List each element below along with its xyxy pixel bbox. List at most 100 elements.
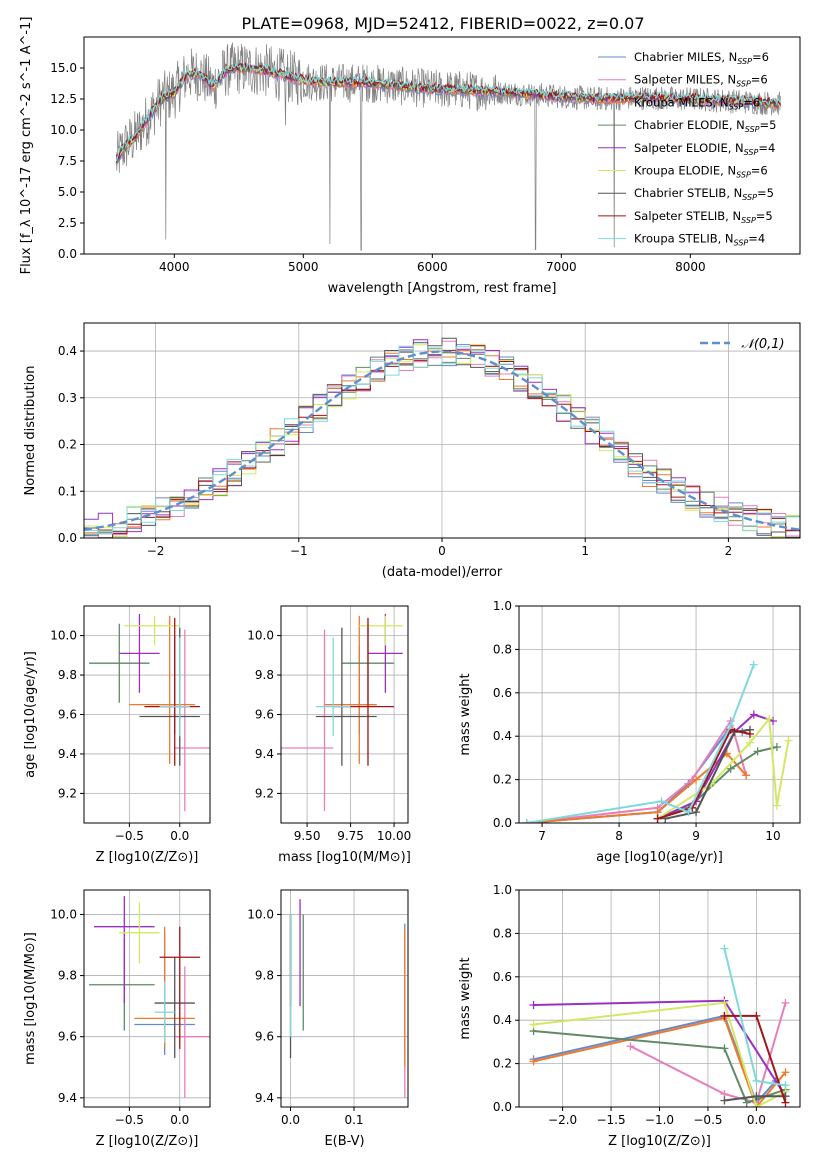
mass_weight_vs_Z-ytick-label: 0.4	[493, 1013, 512, 1027]
mass_vs_ebv-ytick-label: 10.0	[247, 907, 274, 921]
spectrum-ytick-label: 2.5	[58, 216, 77, 230]
mass_weight_vs_age-marker-8	[726, 721, 735, 730]
mass_weight_vs_age-marker-6	[692, 808, 701, 817]
residuals-ytick-label: 0.2	[58, 438, 77, 452]
residuals-ytick-label: 0.3	[58, 391, 77, 405]
mass_weight_vs_age-marker-7	[653, 814, 662, 823]
mass_weight_vs_age-marker-2	[692, 775, 701, 784]
mass_weight_vs_age-frame	[518, 605, 801, 824]
spectrum-xtick-label: 5000	[288, 260, 319, 274]
gaussian-legend-label: 𝒩(0,1)	[741, 337, 784, 352]
legend-label-3: Chabrier ELODIE, NSSP=5	[634, 118, 776, 134]
age_vs_Z-xlabel: Z [log10(Z/Z⊙)]	[96, 850, 199, 865]
mass_vs_ebv-ytick-label: 9.8	[255, 969, 274, 983]
mass_weight_vs_age-marker-5	[784, 736, 793, 745]
mass_weight_vs_age-marker-4	[749, 710, 758, 719]
age_vs_mass-ytick-label: 10.0	[247, 629, 274, 643]
spectrum-xtick-label: 6000	[417, 260, 448, 274]
mass_weight_vs_Z-marker-8	[781, 1081, 790, 1090]
mass_weight_vs_Z-axes: −2.0 −1.5 −1.0 −0.5 0.0 0.0 0.2 0.4 0.6 0.8 1.0 Z […	[458, 883, 801, 1149]
mass_weight_vs_age-xtick-label: 9	[692, 829, 700, 843]
mass_weight_vs_age-series-8	[526, 664, 755, 823]
mass_weight_vs_Z-xtick-label: −1.5	[596, 1113, 625, 1127]
legend-label-7: Salpeter STELIB, NSSP=5	[634, 209, 773, 225]
mass_weight_vs_age-plot-area	[522, 660, 793, 823]
mass_vs_Z-xlabel: Z [log10(Z/Z⊙)]	[96, 1134, 199, 1149]
mass_weight_vs_age-ytick-label: 0.0	[493, 816, 512, 830]
age_vs_Z-ytick-label: 9.4	[58, 747, 77, 761]
legend-label-5: Kroupa ELODIE, NSSP=6	[634, 164, 768, 180]
mass_weight_vs_age-marker-5	[745, 738, 754, 747]
mass_vs_Z-ytick-label: 9.6	[58, 1030, 77, 1044]
mass_weight_vs_age-series-5	[657, 716, 790, 820]
mass_weight_vs_Z-marker-3	[742, 1098, 751, 1107]
residuals-xtick-label: 0	[438, 544, 446, 558]
mass_weight_vs_Z-marker-6	[752, 1092, 761, 1101]
mass_weight_vs_Z-marker-7	[720, 1011, 729, 1020]
legend-label-0: Chabrier MILES, NSSP=6	[634, 50, 769, 66]
mass_weight_vs_age-ytick-label: 0.4	[493, 729, 512, 743]
mass_weight_vs_Z-marker-7	[752, 1011, 761, 1020]
mass_weight_vs_Z-marker-5	[720, 998, 729, 1007]
mass_weight_vs_age-xtick-label: 10	[765, 829, 780, 843]
legend-label-4: Salpeter ELODIE, NSSP=4	[634, 141, 775, 157]
age_vs_Z-ytick-label: 9.8	[58, 668, 77, 682]
mass_weight_vs_Z-ytick-label: 0.0	[493, 1100, 512, 1114]
mass_weight_vs_Z-marker-2	[781, 1068, 790, 1077]
residuals-xtick-label: 1	[581, 544, 589, 558]
mass_vs_Z-ytick-label: 9.4	[58, 1091, 77, 1105]
legend-label-2: Kroupa MILES, NSSP=6	[634, 95, 760, 111]
mass_weight_vs_age-xtick-label: 7	[538, 829, 546, 843]
mass_vs_Z-ytick-label: 9.8	[58, 969, 77, 983]
spectrum-frame	[83, 36, 801, 255]
age_vs_mass-axes: 9.50 9.75 10.00 9.2 9.4 9.6 9.8 10.0 mass [log10…	[247, 605, 411, 865]
mass_weight_vs_age-series-7	[657, 728, 751, 820]
age_vs_mass-xtick-label: 10.00	[377, 829, 411, 843]
age_vs_mass-ytick-label: 9.2	[255, 786, 274, 800]
spectrum-xtick-label: 8000	[675, 260, 706, 274]
mass_vs_ebv-ytick-label: 9.4	[255, 1091, 274, 1105]
spectrum-plot-area	[115, 42, 782, 251]
mass_weight_vs_Z-plot-area	[529, 944, 790, 1107]
mass_weight_vs_age-marker-8	[749, 660, 758, 669]
residuals-xtick-label: 2	[725, 544, 733, 558]
age_vs_mass-plot-area	[281, 613, 403, 812]
mass_weight_vs_Z-marker-2	[529, 1057, 538, 1066]
mass_weight_vs_Z-ylabel: mass weight	[458, 957, 473, 1039]
mass_weight_vs_Z-xlabel: Z [log10(Z/Z⊙)]	[608, 1134, 711, 1149]
mass_vs_ebv-xtick-label: 0.1	[344, 1113, 363, 1127]
mass_weight_vs_Z-marker-5	[529, 1020, 538, 1029]
mass_weight_vs_age-axes: 7 8 9 10 0.0 0.2 0.4 0.6 0.8 1.0 age [log10(age/yr…	[458, 599, 801, 865]
age_vs_Z-ytick-label: 10.0	[50, 629, 77, 643]
residuals-xlabel: (data-model)/error	[382, 565, 503, 580]
mass_weight_vs_Z-ytick-label: 0.8	[493, 926, 512, 940]
spectrum-ytick-label: 5.0	[58, 185, 77, 199]
plot-layer: 4000 5000 6000 7000 80000.02.55.07.510.012.5…	[19, 17, 801, 1149]
mass_weight_vs_Z-marker-7	[781, 1098, 790, 1107]
mass_vs_Z-xtick-label: −0.5	[115, 1113, 144, 1127]
model-spectrum-8	[115, 60, 782, 162]
mass_weight_vs_Z-marker-8	[752, 1076, 761, 1085]
spectrum-ytick-label: 7.5	[58, 154, 77, 168]
figure-title: PLATE=0968, MJD=52412, FIBERID=0022, z=0…	[241, 14, 644, 33]
mass_weight_vs_age-marker-3	[772, 743, 781, 752]
mass_weight_vs_age-series-6	[665, 728, 751, 820]
residuals-plot-area	[84, 337, 800, 538]
mass_weight_vs_Z-series-7	[724, 1014, 787, 1104]
mass_weight_vs_Z-xtick-label: −0.5	[693, 1113, 722, 1127]
age_vs_mass-ytick-label: 9.6	[255, 708, 274, 722]
legend-label-6: Chabrier STELIB, NSSP=5	[634, 186, 774, 202]
mass_weight_vs_age-ytick-label: 0.8	[493, 642, 512, 656]
mass_weight_vs_age-marker-5	[772, 801, 781, 810]
mass_weight_vs_age-marker-7	[745, 730, 754, 739]
spectrum-ytick-label: 15.0	[50, 61, 77, 75]
spectrum-ytick-label: 12.5	[50, 92, 77, 106]
residuals-ytick-label: 0.1	[58, 484, 77, 498]
legend-label-1: Salpeter MILES, NSSP=6	[634, 73, 768, 89]
mass_weight_vs_age-marker-5	[765, 714, 774, 723]
mass_weight_vs_age-marker-8	[657, 797, 666, 806]
mass_weight_vs_Z-marker-5	[752, 1103, 761, 1107]
mass_weight_vs_Z-marker-1	[626, 1042, 635, 1051]
mass_weight_vs_age-ytick-label: 0.2	[493, 773, 512, 787]
mass_weight_vs_Z-marker-1	[781, 998, 790, 1007]
